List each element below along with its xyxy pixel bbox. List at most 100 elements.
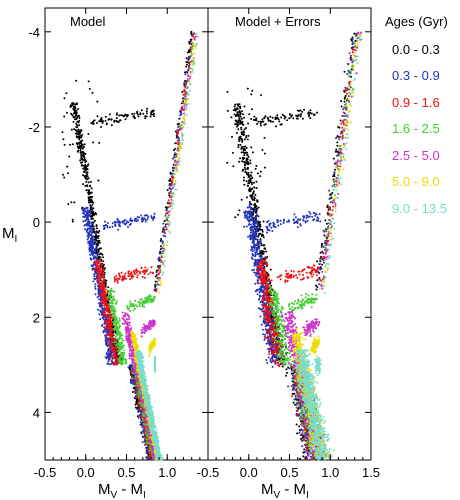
star-point	[140, 332, 143, 334]
star-point	[184, 95, 187, 98]
star-point	[120, 337, 123, 340]
star-point	[115, 344, 118, 347]
star-point	[84, 184, 87, 187]
star-point	[135, 388, 138, 391]
star-point	[190, 31, 193, 34]
star-point	[190, 50, 192, 53]
star-point	[191, 33, 194, 36]
star-point	[94, 232, 97, 235]
star-point	[88, 197, 91, 200]
star-point	[129, 310, 131, 312]
star-point	[158, 291, 161, 294]
star-point	[162, 243, 165, 246]
star-point	[136, 270, 139, 273]
star-point	[74, 107, 77, 110]
star-point	[90, 180, 92, 183]
star-point	[141, 400, 144, 403]
star-point	[170, 192, 173, 195]
star-point	[90, 187, 93, 190]
star-point	[77, 145, 80, 148]
star-point	[162, 222, 165, 225]
star-point	[104, 334, 107, 337]
star-point	[168, 192, 171, 195]
star-point	[127, 221, 130, 224]
star-point	[131, 351, 134, 354]
star-point	[87, 214, 90, 217]
star-point	[117, 322, 120, 325]
star-point	[139, 270, 142, 273]
star-point	[145, 421, 148, 424]
star-point	[82, 154, 85, 157]
star-point	[89, 226, 92, 229]
star-point	[85, 165, 88, 168]
star-point	[93, 252, 96, 254]
star-point	[117, 343, 119, 346]
star-point	[125, 337, 128, 340]
star-point	[99, 282, 102, 285]
star-point	[85, 231, 88, 233]
star-point	[134, 307, 136, 310]
star-point	[82, 164, 85, 167]
star-point	[190, 54, 193, 57]
star-point	[140, 214, 143, 217]
star-point	[85, 206, 88, 209]
star-point	[175, 152, 178, 155]
star-point	[179, 114, 182, 117]
star-point	[105, 279, 108, 282]
star-point	[129, 218, 132, 221]
star-point	[129, 339, 132, 342]
star-point	[134, 373, 137, 376]
star-point	[90, 199, 93, 202]
star-point	[87, 236, 90, 239]
star-point	[98, 264, 101, 267]
star-point	[107, 327, 110, 329]
star-point	[133, 339, 136, 342]
star-point	[185, 65, 188, 68]
star-point	[90, 191, 93, 194]
star-point	[152, 457, 155, 460]
star-point	[99, 318, 102, 321]
star-point	[170, 194, 173, 197]
star-point	[148, 354, 151, 357]
star-point	[149, 343, 152, 346]
star-point	[167, 199, 170, 202]
star-point	[89, 234, 92, 237]
star-point	[169, 172, 172, 175]
star-point	[165, 226, 168, 229]
star-point	[89, 200, 92, 203]
star-point	[132, 115, 135, 118]
star-point	[158, 252, 161, 255]
star-point	[85, 180, 88, 183]
star-point	[101, 263, 104, 266]
star-point	[125, 277, 128, 280]
star-point	[79, 159, 82, 162]
star-point	[96, 122, 98, 124]
star-point	[96, 254, 99, 257]
star-point	[81, 133, 84, 136]
star-point	[125, 361, 128, 364]
star-point	[111, 222, 114, 225]
star-point	[73, 105, 76, 108]
star-point	[80, 154, 83, 156]
star-point	[147, 327, 150, 330]
star-point	[109, 226, 111, 229]
star-point	[93, 219, 96, 222]
star-point	[147, 273, 150, 276]
star-point	[174, 130, 177, 133]
star-point	[136, 415, 139, 418]
star-point	[125, 339, 128, 342]
star-point	[139, 397, 142, 400]
star-point	[81, 208, 84, 211]
star-point	[115, 363, 118, 366]
star-point	[153, 296, 156, 299]
star-point	[158, 256, 161, 259]
star-point	[140, 109, 143, 112]
star-point	[96, 296, 99, 299]
star-point	[115, 275, 118, 277]
star-point	[149, 295, 152, 298]
star-point	[185, 83, 187, 86]
star-point	[105, 343, 108, 346]
star-point	[130, 376, 133, 379]
star-point	[151, 448, 154, 451]
star-point	[120, 361, 123, 364]
